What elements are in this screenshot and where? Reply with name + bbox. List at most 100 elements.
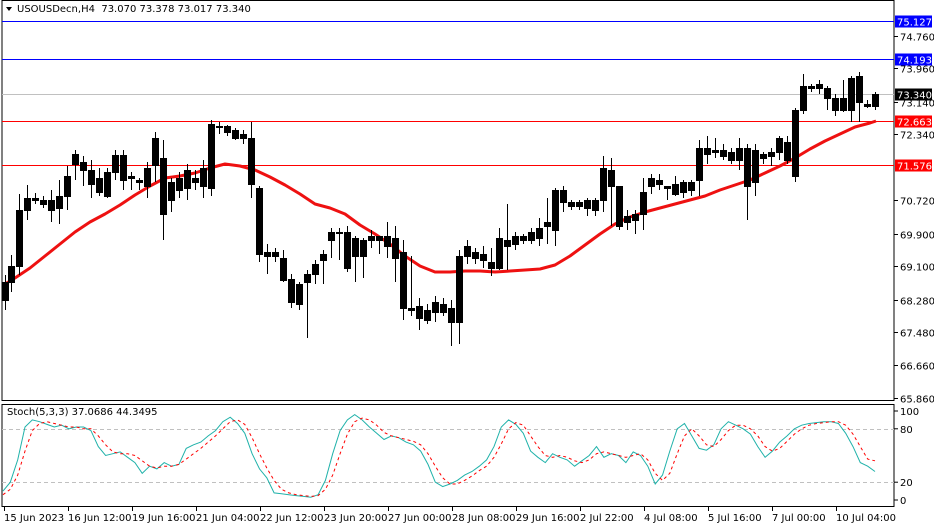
candle bbox=[224, 126, 231, 133]
candle bbox=[80, 162, 87, 171]
candle bbox=[488, 262, 495, 269]
candle bbox=[208, 124, 215, 189]
stoch-tick-label: 80 bbox=[900, 425, 913, 436]
candle bbox=[256, 188, 263, 255]
candle bbox=[664, 186, 671, 189]
price-tick-label: 73.960 bbox=[900, 65, 934, 76]
candle bbox=[360, 240, 367, 257]
price-tag bbox=[895, 15, 932, 28]
candle bbox=[448, 308, 455, 323]
chart-header: USOUSDecn,H4 73.070 73.378 73.017 73.340 bbox=[17, 4, 251, 16]
candle bbox=[584, 200, 591, 209]
price-tag-label: 72.663 bbox=[897, 118, 932, 129]
price-tag bbox=[895, 159, 932, 172]
candle bbox=[48, 200, 55, 211]
candle bbox=[560, 190, 567, 203]
candle bbox=[536, 228, 543, 239]
time-axis[interactable]: 15 Jun 2023 16 Jun 12:00 19 Jun 16:00 21 Ju… bbox=[4, 506, 896, 524]
candle bbox=[744, 148, 751, 187]
ohlc-values: 73.070 73.378 73.017 73.340 bbox=[101, 4, 251, 15]
candle bbox=[408, 308, 415, 311]
stoch-lines bbox=[2, 413, 876, 498]
candle bbox=[368, 236, 375, 241]
price-tag-label: 73.340 bbox=[897, 91, 932, 102]
candle bbox=[656, 180, 663, 185]
stoch-panel-frame bbox=[1, 404, 895, 507]
price-axis[interactable]: 74.760 73.960 73.140 72.340 70.720 69.900 69.1… bbox=[894, 33, 934, 406]
candle bbox=[520, 236, 527, 241]
candle bbox=[720, 150, 727, 157]
time-tick-label: 27 Jun 00:00 bbox=[388, 513, 452, 524]
candle bbox=[784, 142, 791, 161]
price-tick-label: 74.760 bbox=[900, 33, 934, 44]
candle bbox=[816, 84, 823, 89]
candle bbox=[792, 110, 799, 177]
price-tick-label: 68.280 bbox=[900, 297, 934, 308]
candle bbox=[264, 252, 271, 257]
candle bbox=[320, 254, 327, 261]
candle bbox=[312, 264, 319, 275]
candle bbox=[304, 274, 311, 283]
time-tick-label: 5 Jul 16:00 bbox=[708, 513, 762, 524]
candle bbox=[56, 196, 63, 209]
candle bbox=[688, 182, 695, 191]
candle bbox=[496, 238, 503, 269]
stoch-label: Stoch(5,3,3) 37.0686 44.3495 bbox=[7, 407, 158, 418]
price-tick-label: 73.140 bbox=[900, 99, 934, 110]
candle bbox=[216, 126, 223, 128]
candle bbox=[40, 200, 47, 205]
price-tag bbox=[895, 88, 932, 101]
candle bbox=[192, 178, 199, 183]
dropdown-triangle-icon[interactable] bbox=[6, 7, 12, 11]
stoch-tick-label: 20 bbox=[900, 478, 913, 489]
time-tick-label: 15 Jun 2023 bbox=[4, 513, 64, 524]
candle bbox=[424, 310, 431, 321]
candle bbox=[152, 138, 159, 166]
candle bbox=[728, 152, 735, 161]
candle bbox=[512, 236, 519, 245]
candle bbox=[800, 86, 807, 111]
candle bbox=[864, 104, 871, 107]
candle bbox=[104, 172, 111, 197]
candle bbox=[808, 86, 815, 89]
candle bbox=[672, 184, 679, 195]
time-tick-label: 21 Jun 04:00 bbox=[196, 513, 260, 524]
candle bbox=[632, 214, 639, 221]
time-tick-label: 23 Jun 20:00 bbox=[324, 513, 388, 524]
candle bbox=[128, 176, 135, 179]
price-tick-label: 66.660 bbox=[900, 362, 934, 373]
time-tick-label: 19 Jun 16:00 bbox=[132, 513, 196, 524]
candle bbox=[608, 170, 615, 187]
candle bbox=[848, 78, 855, 111]
candle bbox=[544, 222, 551, 227]
candle bbox=[16, 210, 23, 267]
candle bbox=[416, 306, 423, 319]
candle bbox=[824, 88, 831, 99]
candle bbox=[64, 176, 71, 197]
candle bbox=[600, 168, 607, 201]
candle bbox=[344, 232, 351, 269]
candle bbox=[480, 254, 487, 261]
candle bbox=[296, 284, 303, 305]
candle bbox=[472, 252, 479, 259]
horizontal-lines[interactable] bbox=[2, 21, 894, 166]
candlesticks bbox=[2, 72, 879, 346]
candle bbox=[760, 154, 767, 159]
candle bbox=[120, 155, 127, 181]
time-tick-label: 29 Jun 16:00 bbox=[516, 513, 580, 524]
candle bbox=[704, 148, 711, 155]
price-tags: 75.127 74.193 73.340 72.663 71.576 bbox=[895, 15, 932, 173]
stoch-tick-label: 0 bbox=[900, 496, 906, 507]
candle bbox=[456, 256, 463, 323]
time-tick-label: 22 Jun 12:00 bbox=[260, 513, 324, 524]
candle bbox=[528, 232, 535, 241]
candle bbox=[376, 236, 383, 241]
price-tag bbox=[895, 115, 932, 128]
time-tick-label: 28 Jun 08:00 bbox=[452, 513, 516, 524]
price-tick-label: 65.860 bbox=[900, 395, 934, 406]
price-tag bbox=[895, 53, 932, 66]
price-tag-label: 75.127 bbox=[897, 18, 932, 29]
candle bbox=[2, 282, 9, 301]
candle bbox=[136, 180, 143, 183]
